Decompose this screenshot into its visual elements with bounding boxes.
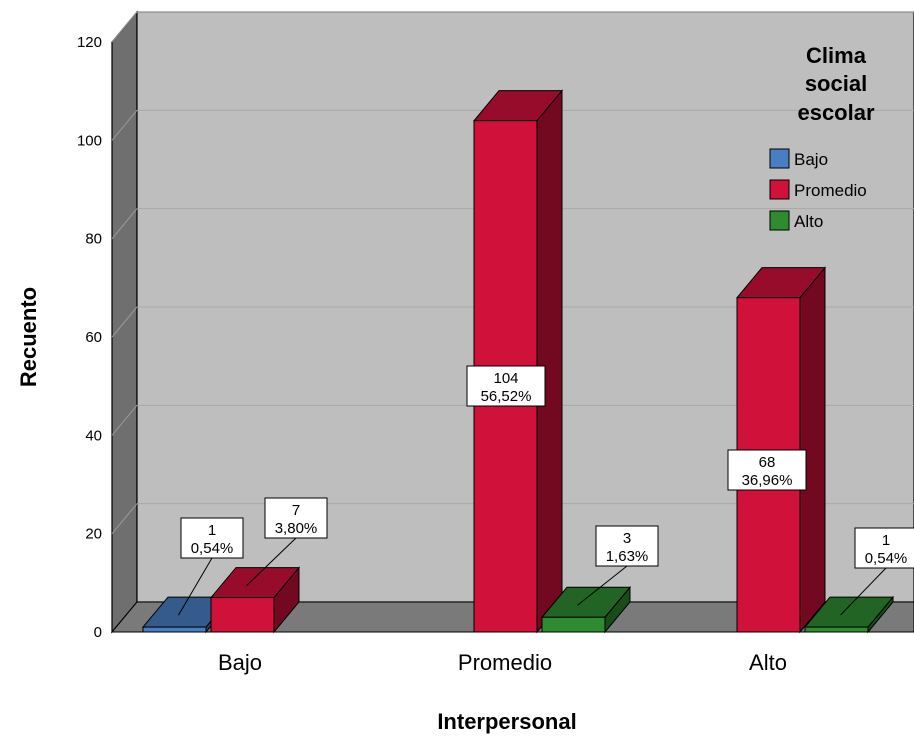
bars — [141, 89, 895, 634]
legend-entry: Alto — [794, 212, 823, 231]
data-label-alto-alto: 10,54% — [840, 527, 914, 616]
y-tick-label: 40 — [85, 427, 102, 444]
legend-entry: Bajo — [794, 150, 828, 169]
y-tick-label: 60 — [85, 329, 102, 346]
gridline-left — [111, 503, 138, 534]
data-label-alto-promedio: 31,63% — [577, 525, 659, 606]
data-label-promedio-bajo: 73,80% — [246, 497, 328, 586]
y-tick-label: 0 — [94, 624, 102, 641]
data-label-count: 3 — [623, 530, 631, 547]
legend: Clima social escolar Bajo Promedio Alto — [769, 43, 875, 231]
y-tick-label: 120 — [77, 34, 102, 51]
y-tick-label: 20 — [85, 526, 102, 543]
y-tick-label: 100 — [77, 132, 102, 149]
x-tick-label: Alto — [749, 650, 787, 675]
gridline-left — [111, 306, 138, 338]
y-tick-label: 80 — [85, 231, 102, 248]
data-label-bajo-bajo: 10,54% — [178, 517, 244, 616]
x-axis-categories: Bajo Promedio Alto — [218, 650, 787, 675]
data-label-percent: 1,63% — [606, 548, 649, 565]
bar-alto-promedio — [540, 585, 632, 634]
data-label-count: 7 — [292, 502, 300, 519]
legend-swatch — [769, 179, 790, 200]
data-label-percent: 56,52% — [481, 388, 532, 405]
data-label-percent: 3,80% — [275, 520, 318, 537]
data-label-percent: 36,96% — [742, 472, 793, 489]
data-label-count: 1 — [882, 532, 890, 549]
bar-alto-alto — [803, 595, 895, 634]
legend-title-line-1: Clima — [806, 43, 867, 68]
legend-entry: Promedio — [794, 181, 867, 200]
data-label-percent: 0,54% — [865, 550, 908, 567]
data-label-count: 104 — [493, 370, 518, 387]
gridline-left — [111, 11, 138, 43]
data-label-count: 68 — [759, 454, 776, 471]
y-axis-ticks: 0 20 40 60 80 100 120 — [77, 34, 102, 641]
gridline-left — [111, 110, 138, 141]
gridline-left — [111, 208, 138, 239]
data-labels: 10,54%73,80%10456,52%6836,96%31,63%10,54… — [178, 365, 914, 616]
legend-swatch — [769, 210, 790, 231]
y-axis-title: Recuento — [16, 287, 41, 387]
legend-title-line-3: escolar — [797, 100, 874, 125]
x-tick-label: Promedio — [458, 650, 552, 675]
data-label-count: 1 — [208, 522, 216, 539]
x-axis-title: Interpersonal — [437, 709, 576, 734]
bar-promedio-promedio — [472, 89, 564, 634]
legend-swatch — [769, 148, 790, 169]
bar-promedio-bajo — [209, 566, 301, 634]
legend-title-line-2: social — [805, 71, 867, 96]
gridline-left — [111, 405, 138, 436]
x-tick-label: Bajo — [218, 650, 262, 675]
data-label-percent: 0,54% — [191, 540, 234, 557]
